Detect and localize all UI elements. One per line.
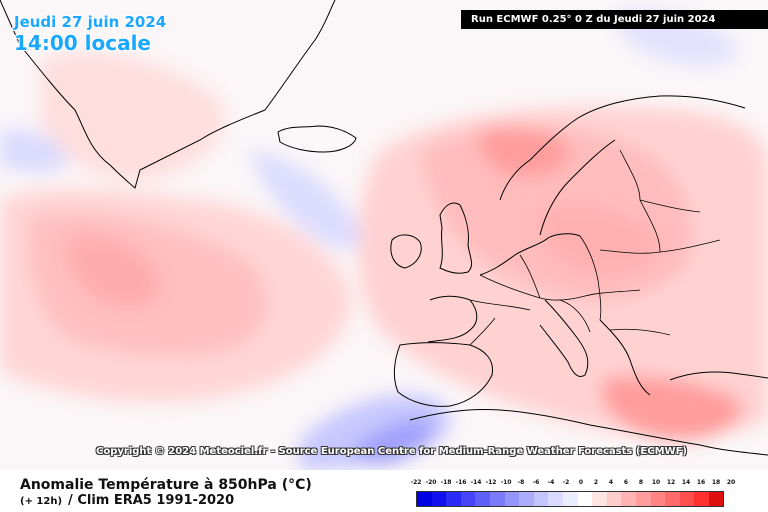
scale-label: -14 xyxy=(470,479,482,486)
scale-label: -10 xyxy=(500,479,512,486)
forecast-offset: (+ 12h) xyxy=(20,496,63,507)
scale-swatch xyxy=(606,492,622,506)
anomaly-map xyxy=(0,0,768,470)
scale-label: -12 xyxy=(485,479,497,486)
scale-swatch xyxy=(562,492,578,506)
scale-label: 12 xyxy=(666,479,676,486)
climatology-label: / Clim ERA5 1991-2020 xyxy=(68,493,235,508)
scale-swatch xyxy=(489,492,505,506)
scale-label: -22 xyxy=(410,479,422,486)
scale-swatch xyxy=(446,492,461,506)
scale-swatch xyxy=(650,492,666,506)
scale-label: -16 xyxy=(455,479,467,486)
forecast-time: 14:00 locale xyxy=(14,31,151,55)
scale-swatch xyxy=(548,492,563,506)
map-subtitle: (+ 12h) / Clim ERA5 1991-2020 xyxy=(20,493,234,508)
scale-swatch xyxy=(533,492,549,506)
scale-labels: -22 -20 -18 -16 -14 -12 -10 -8 -6 -4 -2 0 2 4 6 8 10 12 14… xyxy=(411,479,746,489)
scale-swatch xyxy=(635,492,651,506)
forecast-date: Jeudi 27 juin 2024 xyxy=(14,13,167,31)
scale-swatch xyxy=(708,492,724,506)
scale-label: 10 xyxy=(651,479,661,486)
coastlines xyxy=(0,0,768,456)
scale-swatch xyxy=(679,492,695,506)
scale-label: 16 xyxy=(696,479,706,486)
scale-label: -8 xyxy=(517,479,525,486)
scale-swatch xyxy=(592,492,607,506)
scale-swatch xyxy=(694,492,709,506)
scale-swatch xyxy=(665,492,680,506)
scale-swatch xyxy=(519,492,534,506)
scale-label: 18 xyxy=(711,479,721,486)
scale-label: 6 xyxy=(623,479,629,486)
scale-label: -4 xyxy=(547,479,555,486)
scale-swatch xyxy=(504,492,520,506)
anomaly-fields xyxy=(0,9,768,470)
country-borders xyxy=(469,149,721,346)
scale-label: 4 xyxy=(608,479,614,486)
scale-swatch xyxy=(417,492,432,506)
scale-swatch xyxy=(621,492,636,506)
scale-label: -18 xyxy=(440,479,452,486)
scale-label: 0 xyxy=(578,479,584,486)
scale-bar xyxy=(416,491,725,507)
scale-label: -20 xyxy=(425,479,437,486)
scale-swatch xyxy=(475,492,490,506)
scale-swatch xyxy=(431,492,447,506)
scale-label: -2 xyxy=(562,479,570,486)
copyright-notice: Copyright © 2024 Meteociel.fr - Source E… xyxy=(96,446,687,457)
scale-label: -6 xyxy=(532,479,540,486)
scale-label: 2 xyxy=(593,479,599,486)
run-info: Run ECMWF 0.25° 0 Z du Jeudi 27 juin 202… xyxy=(461,10,768,29)
scale-swatch xyxy=(577,492,593,506)
map-title: Anomalie Température à 850hPa (°C) xyxy=(20,477,312,493)
scale-label: 8 xyxy=(638,479,644,486)
scale-label: 20 xyxy=(726,479,736,486)
scale-swatch xyxy=(460,492,476,506)
scale-label: 14 xyxy=(681,479,691,486)
